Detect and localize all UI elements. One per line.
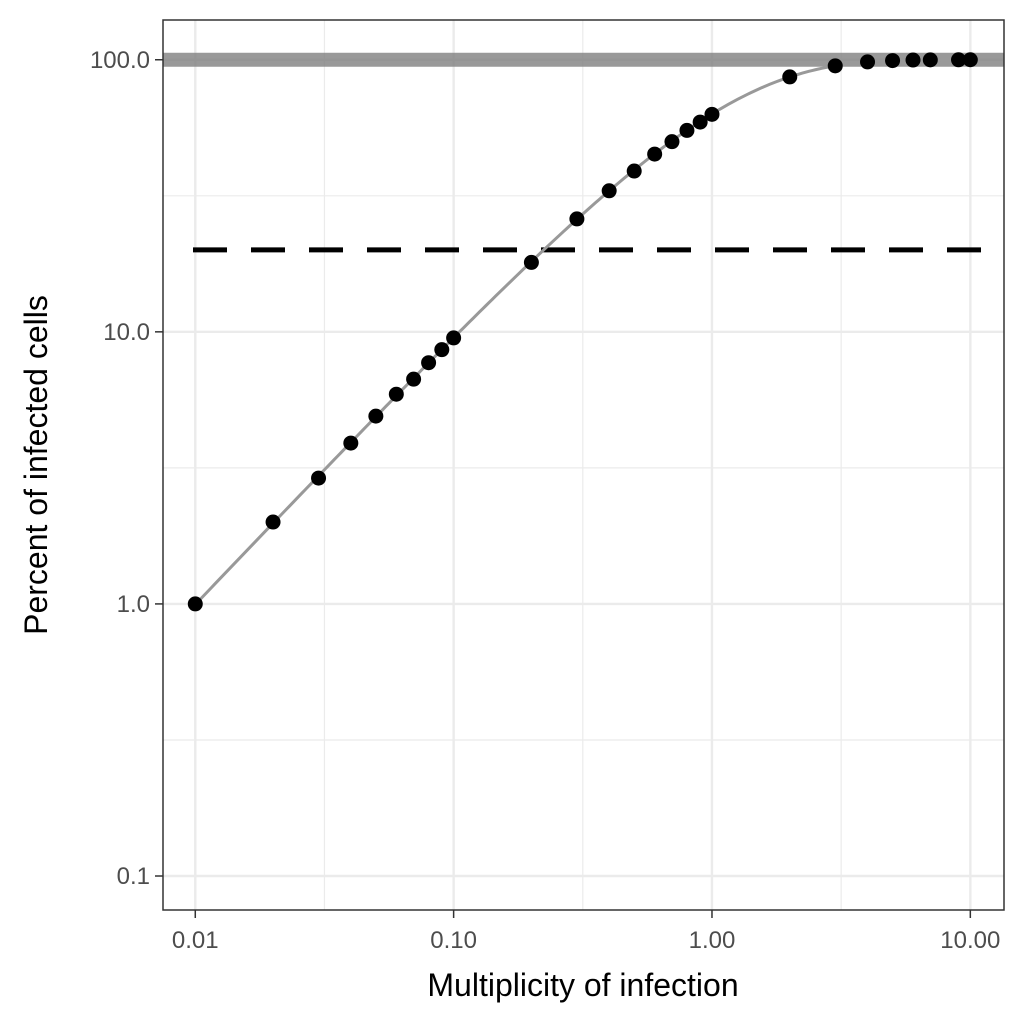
y-tick-label: 0.1 [117, 863, 150, 890]
data-point [388, 386, 404, 402]
data-point [860, 54, 876, 70]
x-tick-label: 1.00 [689, 927, 736, 954]
x-axis-title: Multiplicity of infection [427, 967, 738, 1003]
data-point [885, 53, 901, 69]
y-tick-label: 1.0 [117, 591, 150, 618]
data-point [368, 408, 384, 424]
data-point [951, 52, 967, 68]
y-tick-label: 100.0 [90, 47, 150, 74]
y-axis-title: Percent of infected cells [18, 295, 54, 635]
axes: 0.01 0.10 1.00 10.00 0.1 1.0 10.0 100.0 [90, 47, 1000, 954]
data-point [647, 146, 663, 162]
data-point [187, 596, 203, 612]
data-point [679, 122, 695, 138]
data-point [626, 163, 642, 179]
data-point [905, 52, 921, 68]
data-point [265, 514, 281, 530]
data-point [962, 52, 978, 68]
panel-border [162, 19, 1005, 911]
data-point [421, 355, 437, 371]
data-point [692, 114, 708, 130]
x-tick-label: 0.10 [430, 927, 477, 954]
data-point [664, 134, 680, 150]
data-point [782, 69, 798, 85]
x-tick-label: 10.00 [940, 927, 1000, 954]
data-point [827, 58, 843, 74]
data-point [311, 470, 327, 486]
data-point [704, 106, 720, 122]
x-tick-label: 0.01 [172, 927, 219, 954]
data-point [406, 371, 422, 387]
y-tick-label: 10.0 [103, 319, 150, 346]
data-point [601, 183, 617, 199]
data-point [922, 52, 938, 68]
data-points [187, 52, 978, 612]
data-point [523, 254, 539, 270]
data-point [569, 211, 585, 227]
data-point [434, 342, 450, 358]
data-point [446, 330, 462, 346]
data-point [343, 435, 359, 451]
